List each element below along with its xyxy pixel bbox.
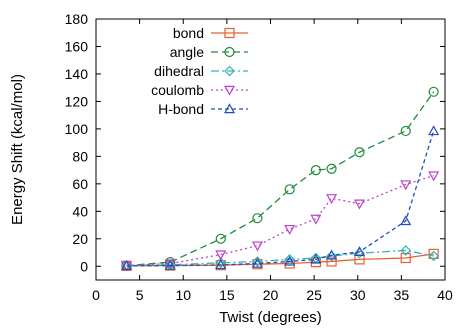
data-point-coulomb [326,194,338,205]
data-point-coulomb [284,224,296,235]
data-point-angle [165,257,176,268]
y-tick-label: 160 [65,38,89,54]
legend: bond angle dihedral coulomb H-bond [151,25,248,117]
data-point-angle [252,213,263,224]
data-point-dihedral [252,256,263,267]
legend-marker-angle [224,46,235,58]
legend-marker-dihedral [224,65,235,77]
data-point-dihedral [428,250,440,262]
data-point-dihedral [326,250,337,262]
legend-label-angle: angle [170,44,204,60]
data-point-dihedral [215,257,227,269]
data-point-h-bond [121,260,133,271]
x-tick-label: 0 [92,287,100,303]
y-axis-ticks: 0 20 40 60 80 100 120 140 160 180 [65,11,445,274]
y-tick-label: 60 [72,176,88,192]
data-point-h-bond [428,125,440,136]
legend-marker-bond [224,27,235,39]
data-point-h-bond [353,246,366,257]
series-line-angle [126,91,435,267]
data-point-dihedral [400,245,412,256]
y-tick-label: 140 [65,66,89,82]
data-point-coulomb [251,241,263,252]
data-point-angle [310,165,321,176]
legend-label-h-bond: H-bond [158,101,204,117]
data-point-coulomb [215,250,227,261]
y-tick-label: 80 [72,148,88,164]
data-point-angle [215,233,226,244]
y-tick-label: 120 [65,93,89,109]
data-point-coulomb [353,199,366,210]
data-point-bond [400,252,411,264]
data-point-bond [428,248,439,259]
data-point-angle [284,184,295,195]
x-tick-label: 35 [394,287,410,303]
data-point-bond [326,256,337,267]
x-axis-ticks: 0 5 10 15 20 25 30 35 40 [92,19,453,303]
x-tick-label: 25 [306,287,322,303]
y-axis-label: Energy Shift (kcal/mol) [9,74,26,225]
plot-frame [95,18,446,281]
x-tick-label: 10 [175,287,191,303]
y-tick-label: 0 [80,258,88,274]
x-tick-label: 20 [263,287,279,303]
legend-label-dihedral: dihedral [154,63,204,79]
series-line-bond [126,253,434,267]
legend-marker-coulomb [223,85,236,96]
data-point-h-bond [326,249,338,260]
y-tick-label: 100 [65,121,89,137]
data-point-h-bond [251,257,263,268]
y-tick-label: 20 [72,231,88,247]
series-line-dihedral [126,249,434,267]
x-tick-label: 15 [219,287,235,303]
data-point-h-bond [310,253,322,264]
series-line-h-bond [126,130,435,267]
legend-marker-h-bond [223,103,236,114]
legend-label-bond: bond [173,25,204,41]
data-point-angle [428,86,439,97]
x-tick-label: 40 [437,287,453,303]
data-point-angle [326,163,337,174]
data-point-dihedral [284,254,296,265]
series-line-coulomb [126,174,434,267]
x-tick-label: 5 [136,287,144,303]
x-tick-label: 30 [350,287,366,303]
data-point-h-bond [164,259,176,270]
x-axis-label: Twist (degrees) [219,309,322,326]
data-point-h-bond [400,215,412,226]
data-point-angle [354,147,365,158]
data-point-h-bond [284,255,296,266]
legend-label-coulomb: coulomb [151,82,204,98]
data-point-h-bond [215,259,227,270]
y-tick-label: 40 [72,203,88,219]
data-point-angle [400,125,411,137]
data-point-coulomb [400,180,412,191]
data-point-coulomb [428,171,440,182]
plot-content [121,86,440,272]
y-tick-label: 180 [65,11,89,27]
data-point-coulomb [310,214,322,225]
